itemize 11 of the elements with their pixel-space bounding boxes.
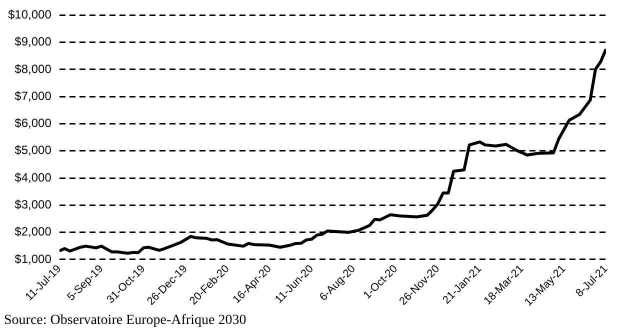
y-tick-label: $9,000 — [14, 34, 52, 49]
y-tick-label: $6,000 — [14, 116, 52, 130]
y-tick-label: $1,000 — [14, 252, 52, 266]
source-note: Source: Observatoire Europe-Afrique 2030 — [3, 312, 248, 330]
y-tick-label: $5,000 — [14, 143, 52, 158]
y-tick-label: $3,000 — [14, 198, 52, 212]
y-tick-label: $8,000 — [14, 62, 52, 76]
y-tick-label: $10,000 — [8, 8, 52, 22]
y-tick-label: $2,000 — [14, 224, 52, 239]
y-tick-label: $7,000 — [14, 88, 52, 103]
y-tick-label: $4,000 — [14, 170, 52, 184]
